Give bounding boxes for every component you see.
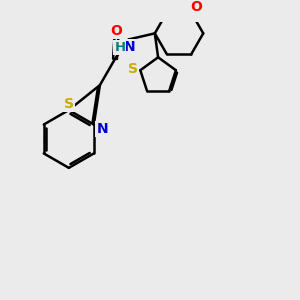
Text: S: S xyxy=(128,62,138,76)
Text: S: S xyxy=(64,97,74,111)
Text: O: O xyxy=(110,24,122,38)
Text: O: O xyxy=(190,0,202,14)
Text: H: H xyxy=(114,40,125,54)
Text: N: N xyxy=(96,122,108,136)
Text: N: N xyxy=(124,40,136,54)
